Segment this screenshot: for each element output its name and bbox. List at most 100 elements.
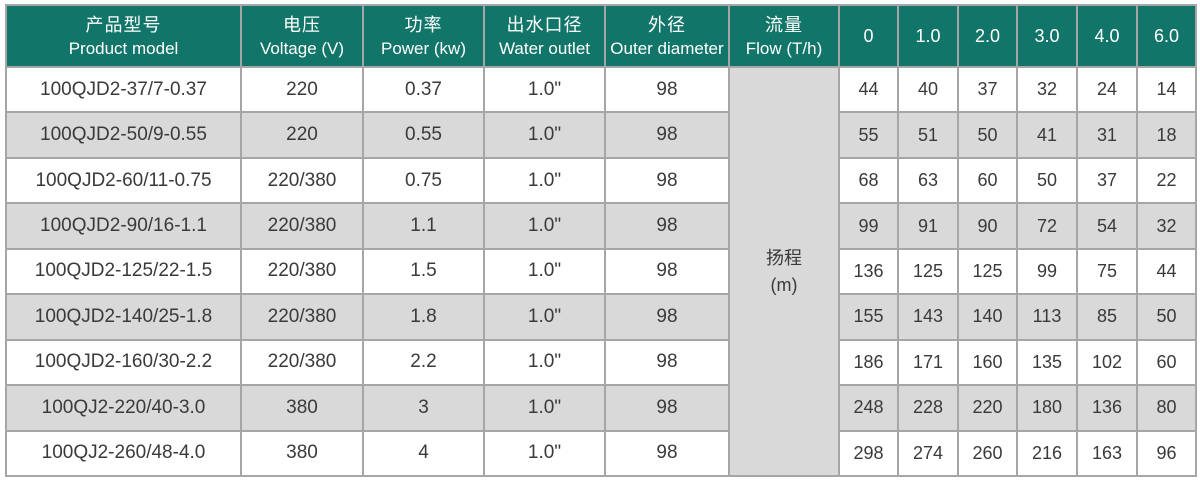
power-cell: 3 (362, 384, 485, 432)
head-unit-merged-cell: 扬程 (m) (728, 66, 840, 477)
head-value-cell: 155 (838, 293, 899, 341)
voltage-cell: 220/380 (240, 293, 364, 341)
head-value-cell: 50 (1016, 156, 1078, 205)
head-value-cell: 24 (1076, 65, 1138, 114)
head-value-cell: 91 (897, 202, 959, 250)
head-value-cell: 298 (838, 429, 899, 477)
voltage-cell: 220/380 (240, 247, 364, 296)
voltage-cell: 220/380 (240, 202, 364, 250)
head-value-cell: 60 (1136, 338, 1197, 387)
product-model-cell: 100QJD2-37/7-0.37 (5, 65, 242, 114)
col-header-power-zh: 功率 (404, 15, 443, 36)
head-value-cell: 55 (838, 111, 899, 159)
power-cell: 2.2 (362, 338, 485, 387)
power-cell: 1.5 (362, 247, 485, 296)
table-body: 100QJD2-37/7-0.37 220 0.37 1.0" 98 扬程 (m) 44 40 3… (5, 65, 1197, 477)
table-row: 100QJD2-60/11-0.75 220/380 0.75 1.0" 98 68 63 6… (5, 156, 1197, 205)
water-outlet-cell: 1.0" (483, 65, 606, 114)
head-value-cell: 44 (838, 65, 899, 114)
head-value-cell: 60 (957, 156, 1018, 205)
head-value-cell: 90 (957, 202, 1018, 250)
head-value-cell: 125 (957, 247, 1018, 296)
outer-diameter-cell: 98 (604, 111, 730, 159)
voltage-cell: 220 (240, 65, 364, 114)
outer-diameter-cell: 98 (604, 384, 730, 432)
table-row: 100QJD2-140/25-1.8 220/380 1.8 1.0" 98 155 143… (5, 293, 1197, 341)
head-value-cell: 216 (1016, 429, 1078, 477)
col-header-product-model-en: Product model (68, 38, 179, 58)
col-header-flow-2-0: 2.0 (957, 4, 1018, 68)
pump-spec-table: 产品型号 Product model 电压 Voltage (V) 功率 Pow… (5, 4, 1197, 477)
water-outlet-cell: 1.0" (483, 202, 606, 250)
power-cell: 4 (362, 429, 485, 477)
head-value-cell: 180 (1016, 384, 1078, 432)
voltage-cell: 220/380 (240, 156, 364, 205)
col-header-outer-diameter-zh: 外径 (648, 15, 686, 36)
outer-diameter-cell: 98 (604, 247, 730, 296)
col-header-voltage-en: Voltage (V) (259, 38, 345, 58)
head-value-cell: 37 (1076, 156, 1138, 205)
head-value-cell: 80 (1136, 384, 1197, 432)
table-row: 100QJ2-220/40-3.0 380 3 1.0" 98 248 228 220 180 1… (5, 384, 1197, 432)
head-label-unit: (m) (770, 274, 798, 295)
head-value-cell: 18 (1136, 111, 1197, 159)
head-value-cell: 99 (838, 202, 899, 250)
head-value-cell: 22 (1136, 156, 1197, 205)
water-outlet-cell: 1.0" (483, 338, 606, 387)
product-model-cell: 100QJD2-60/11-0.75 (5, 156, 242, 205)
head-value-cell: 160 (957, 338, 1018, 387)
head-value-cell: 85 (1076, 293, 1138, 341)
head-value-cell: 135 (1016, 338, 1078, 387)
voltage-cell: 380 (240, 384, 364, 432)
head-value-cell: 63 (897, 156, 959, 205)
head-value-cell: 14 (1136, 65, 1197, 114)
col-header-flow-6-0: 6.0 (1136, 4, 1197, 68)
product-model-cell: 100QJD2-90/16-1.1 (5, 202, 242, 250)
water-outlet-cell: 1.0" (483, 247, 606, 296)
head-value-cell: 75 (1076, 247, 1138, 296)
header-row: 产品型号 Product model 电压 Voltage (V) 功率 Pow… (5, 4, 1197, 68)
col-header-power: 功率 Power (kw) (362, 4, 485, 68)
table-row: 100QJD2-125/22-1.5 220/380 1.5 1.0" 98 136 125… (5, 247, 1197, 296)
col-header-water-outlet-en: Water outlet (498, 38, 591, 58)
col-header-flow-1-0: 1.0 (897, 4, 959, 68)
col-header-power-en: Power (kw) (380, 38, 466, 58)
voltage-cell: 220/380 (240, 338, 364, 387)
head-label-zh: 扬程 (766, 247, 802, 268)
product-model-cell: 100QJD2-50/9-0.55 (5, 111, 242, 159)
head-value-cell: 41 (1016, 111, 1078, 159)
col-header-outer-diameter-en: Outer diameter (610, 38, 724, 58)
col-header-flow-zh: 流量 (765, 15, 803, 36)
head-value-cell: 54 (1076, 202, 1138, 250)
head-value-cell: 140 (957, 293, 1018, 341)
table-row: 100QJD2-160/30-2.2 220/380 2.2 1.0" 98 186 171… (5, 338, 1197, 387)
product-model-cell: 100QJD2-160/30-2.2 (5, 338, 242, 387)
head-value-cell: 220 (957, 384, 1018, 432)
col-header-flow-3-0: 3.0 (1016, 4, 1078, 68)
col-header-voltage: 电压 Voltage (V) (240, 4, 364, 68)
water-outlet-cell: 1.0" (483, 384, 606, 432)
head-value-cell: 163 (1076, 429, 1138, 477)
head-value-cell: 96 (1136, 429, 1197, 477)
head-value-cell: 125 (897, 247, 959, 296)
head-value-cell: 186 (838, 338, 899, 387)
col-header-flow-4-0: 4.0 (1076, 4, 1138, 68)
power-cell: 1.8 (362, 293, 485, 341)
col-header-flow-en: Flow (T/h) (745, 38, 823, 58)
head-value-cell: 143 (897, 293, 959, 341)
table-row: 100QJD2-37/7-0.37 220 0.37 1.0" 98 扬程 (m) 44 40 3… (5, 65, 1197, 477)
head-value-cell: 113 (1016, 293, 1078, 341)
col-header-product-model: 产品型号 Product model (5, 4, 242, 68)
head-value-cell: 50 (957, 111, 1018, 159)
water-outlet-cell: 1.0" (483, 156, 606, 205)
water-outlet-cell: 1.0" (483, 429, 606, 477)
col-header-flow: 流量 Flow (T/h) (728, 4, 840, 68)
voltage-cell: 220 (240, 111, 364, 159)
col-header-voltage-zh: 电压 (283, 15, 321, 36)
outer-diameter-cell: 98 (604, 65, 730, 114)
outer-diameter-cell: 98 (604, 202, 730, 250)
voltage-cell: 380 (240, 429, 364, 477)
table-row: 100QJD2-50/9-0.55 220 0.55 1.0" 98 55 51 50 41 31… (5, 111, 1197, 159)
product-model-cell: 100QJ2-260/48-4.0 (5, 429, 242, 477)
